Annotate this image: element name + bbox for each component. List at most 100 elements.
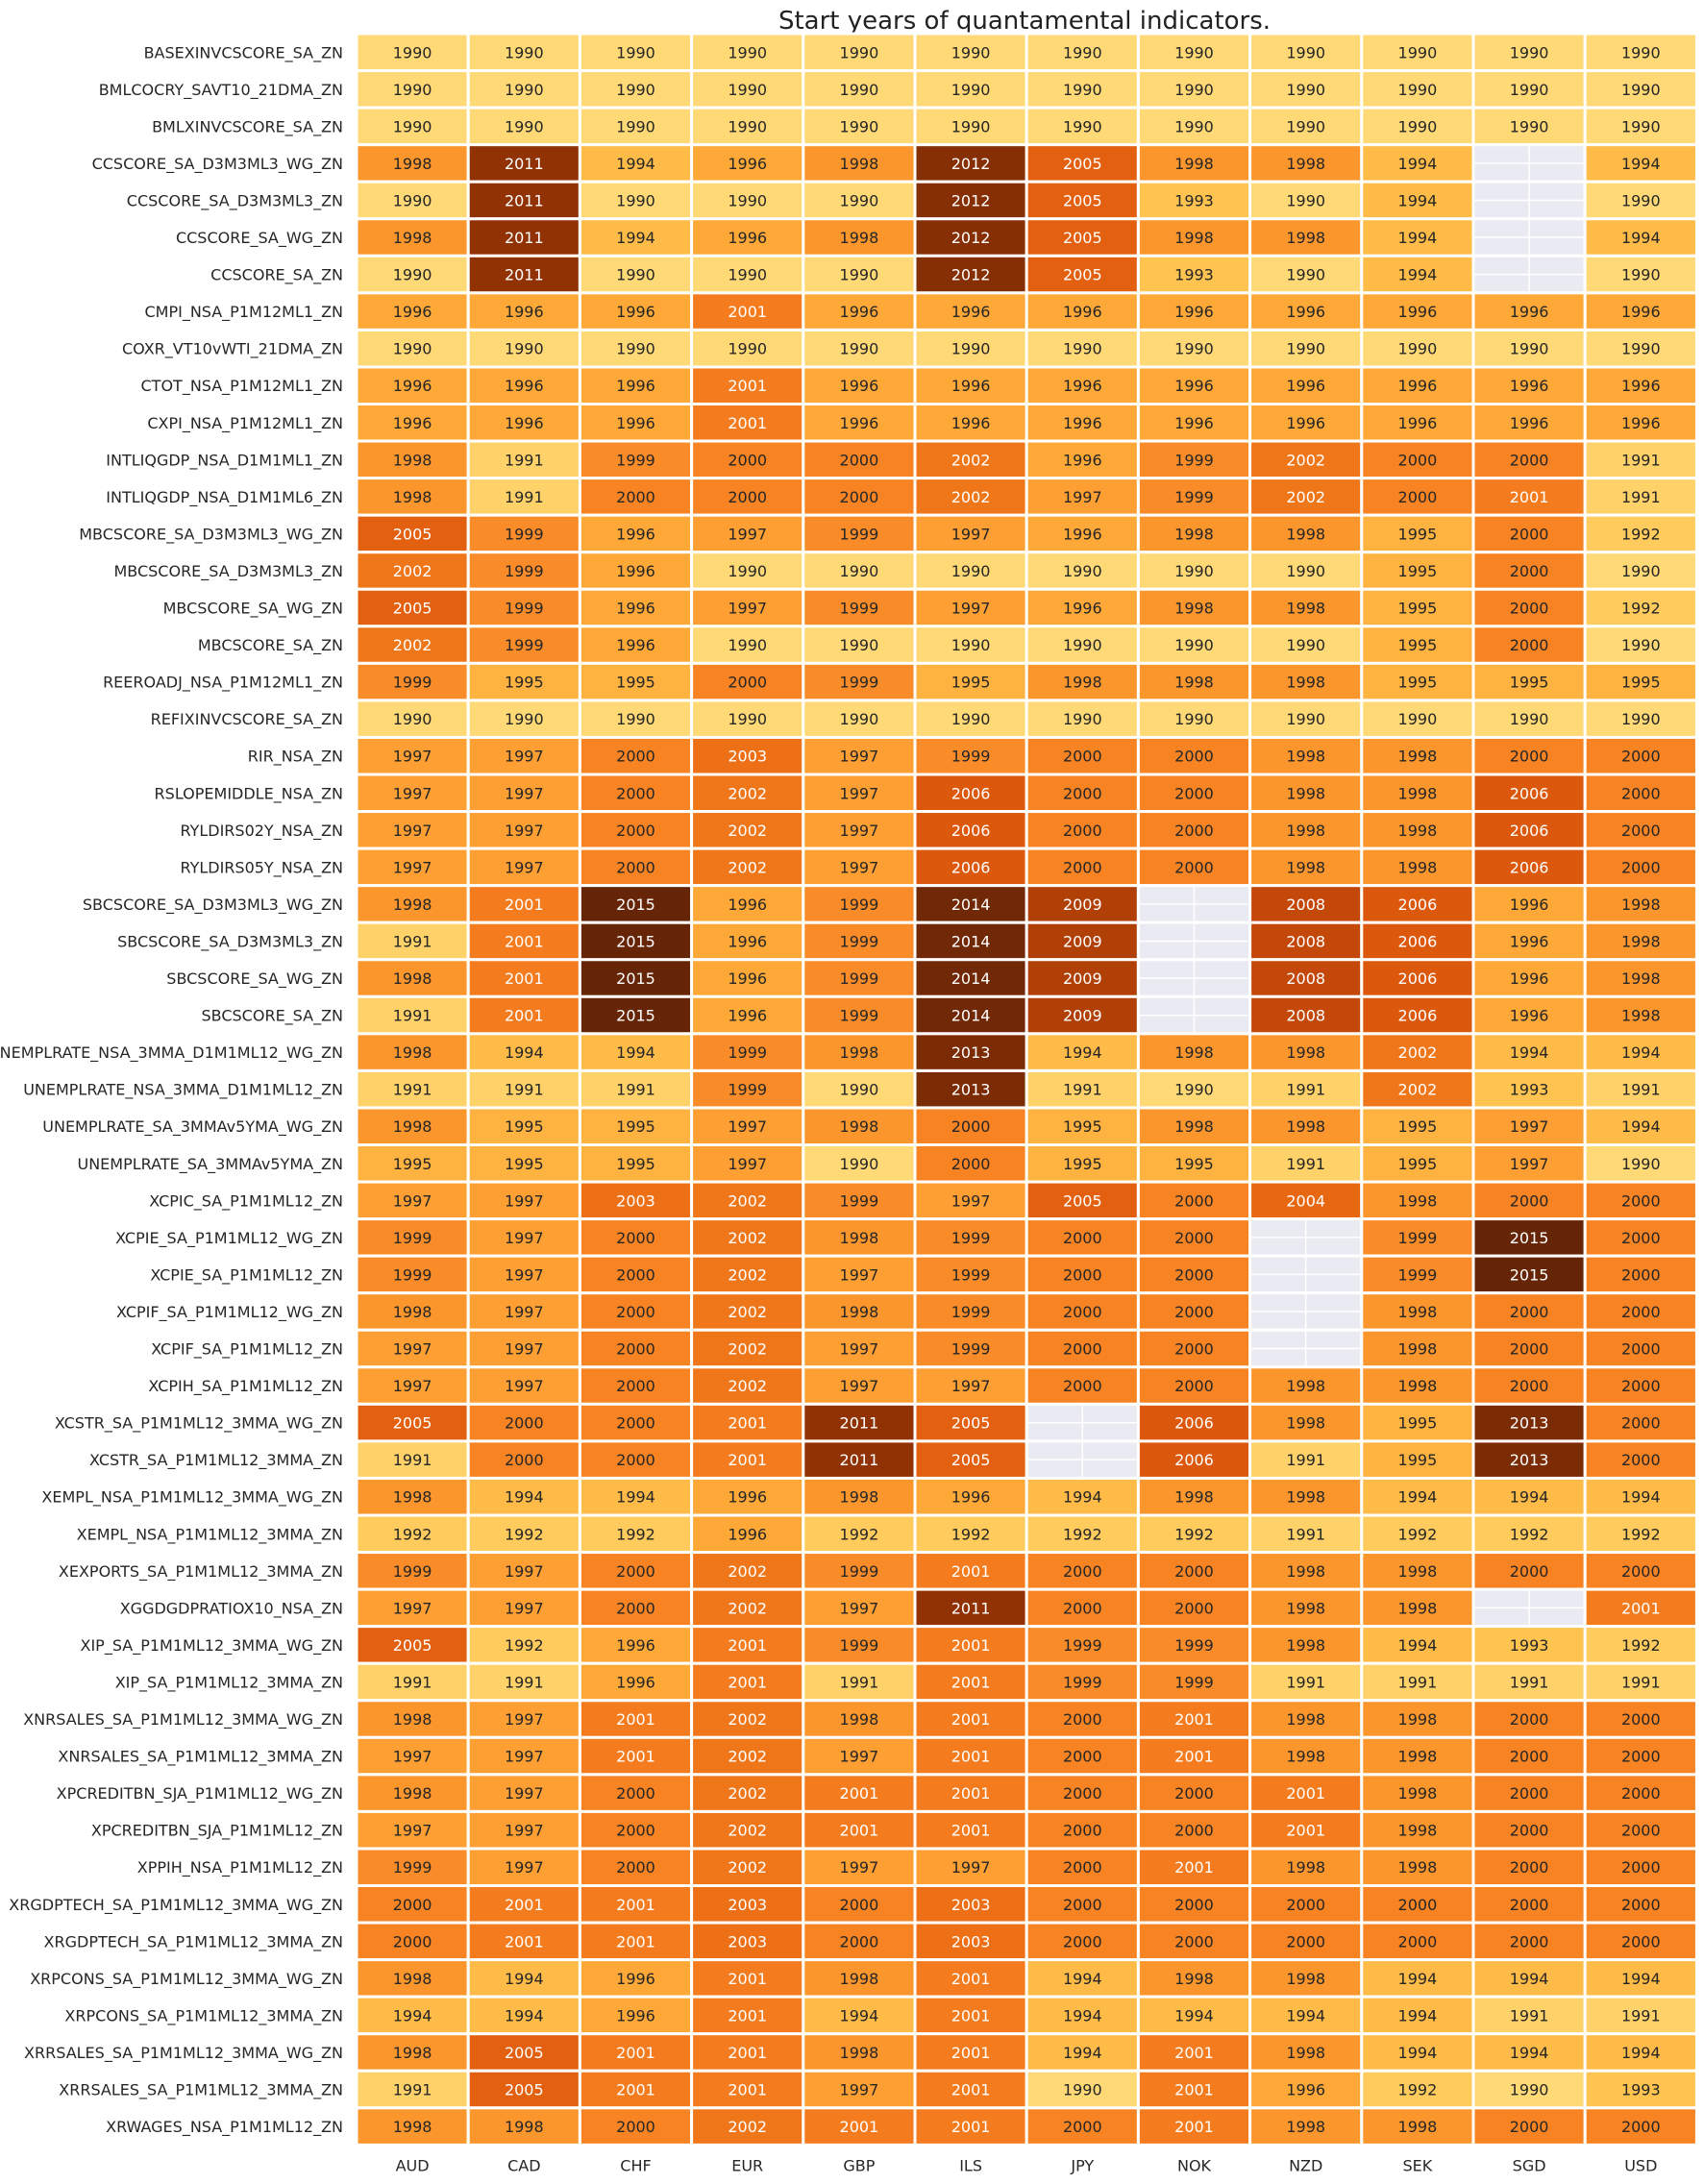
heatmap-cell [913,847,1028,888]
cell-value-label: 2015 [616,969,655,988]
cell-value-label: 1993 [1621,2081,1661,2099]
cell-value-label: 2003 [728,1896,767,1914]
cell-value-label: 2012 [951,229,991,247]
heatmap-cell [913,994,1028,1036]
cell-value-label: 1999 [728,1043,767,1062]
cell-value-label: 1998 [840,1117,879,1136]
chart-title: Start years of quantamental indicators. [778,7,1271,36]
heatmap-cell [1136,1809,1252,1851]
heatmap-cell [1583,403,1698,443]
heatmap-cell [1360,291,1475,331]
cell-value-label: 1998 [840,1970,879,1988]
heatmap-cell [466,1995,581,2036]
cell-value-label: 1999 [393,1265,432,1284]
cell-value-label: 1997 [505,784,544,802]
cell-value-label: 1996 [616,303,655,321]
heatmap-cell [355,1180,470,1221]
heatmap-cell [913,328,1028,369]
cell-value-label: 2000 [1510,1822,1549,1840]
heatmap-cell [802,365,917,406]
cell-value-label: 2000 [1510,1377,1549,1395]
cell-value-label: 1998 [393,1784,432,1803]
cell-value-label: 1994 [1510,1970,1549,1988]
cell-value-label: 1990 [393,710,432,728]
cell-value-label: 2005 [393,1414,432,1433]
cell-value-label: 1998 [1174,1117,1214,1136]
row-label: MBCSCORE_SA_ZN [198,636,343,655]
cell-value-label: 1997 [393,748,432,766]
heatmap-cell [1025,1995,1140,2036]
cell-value-label: 1996 [1063,377,1102,395]
cell-value-label: 1997 [393,1822,432,1840]
row-label: XCPIF_SA_P1M1ML12_ZN [151,1340,343,1360]
cell-value-label: 1991 [393,1451,432,1469]
cell-value-label: 2001 [505,1007,544,1025]
heatmap-cell [1583,180,1698,221]
cell-value-label: 2000 [1510,1191,1549,1210]
cell-value-label: 2000 [1510,1896,1549,1914]
cell-value-label: 1996 [728,969,767,988]
cell-value-label: 2000 [1063,2118,1102,2136]
heatmap-cell [466,735,581,776]
cell-value-label: 2011 [505,266,544,284]
cell-value-label: 1994 [1063,2006,1102,2024]
cell-value-label: 2001 [728,1414,767,1433]
cell-value-label: 2000 [1621,1784,1661,1803]
cell-value-label: 1990 [1621,636,1661,654]
heatmap-cell [802,2106,917,2147]
cell-value-label: 1996 [1286,377,1325,395]
cell-value-label: 1998 [1286,155,1325,173]
cell-value-label: 1998 [1286,2118,1325,2136]
heatmap-cell [355,403,470,443]
cell-value-label: 1990 [1174,562,1214,580]
heatmap-cell [578,920,694,962]
cell-value-label: 2015 [616,1007,655,1025]
cell-value-label: 1992 [505,1636,544,1655]
cell-value-label: 1998 [1286,1636,1325,1655]
heatmap-cell [1136,625,1252,665]
cell-value-label: 1999 [951,748,991,766]
cell-value-label: 1990 [728,636,767,654]
heatmap-cell [578,1809,694,1851]
cell-value-label: 1998 [1398,1303,1438,1321]
cell-value-label: 1997 [840,1377,879,1395]
cell-value-label: 1994 [1063,1970,1102,1988]
heatmap-cell [802,1291,917,1332]
cell-value-label: 2002 [728,1377,767,1395]
heatmap-cell [1248,1625,1364,1665]
cell-value-label: 2001 [1286,1822,1325,1840]
cell-value-label: 2006 [1174,1414,1214,1433]
cell-value-label: 1998 [840,1710,879,1729]
heatmap-cell [1248,1402,1364,1443]
cell-value-label: 1990 [1174,710,1214,728]
heatmap-cell [1583,810,1698,850]
cell-value-label: 1994 [505,2006,544,2024]
cell-value-label: 2002 [728,1340,767,1359]
heatmap-cell [802,1180,917,1221]
cell-value-label: 1996 [505,303,544,321]
row-label: XEMPL_NSA_P1M1ML12_3MMA_WG_ZN [41,1488,343,1508]
heatmap-cell [1471,1661,1587,1703]
cell-value-label: 1998 [1286,1970,1325,1988]
cell-value-label: 1998 [1621,1007,1661,1025]
cell-value-label: 1999 [840,896,879,914]
heatmap-cell [802,106,917,147]
heatmap-cell [1583,1625,1698,1665]
heatmap-cell [1025,1217,1140,1258]
cell-value-label: 2005 [1063,191,1102,209]
cell-value-label: 2000 [616,1784,655,1803]
cell-value-label: 1995 [1063,1117,1102,1136]
cell-value-label: 2006 [1398,969,1438,988]
heatmap-cell [913,2106,1028,2147]
cell-value-label: 1990 [1621,266,1661,284]
cell-value-label: 1994 [1398,191,1438,209]
heatmap-cell [913,735,1028,776]
heatmap-cell [802,1032,917,1072]
cell-value-label: 1990 [505,117,544,135]
heatmap-cell [578,2032,694,2073]
cell-value-label: 2000 [1063,1229,1102,1247]
row-label: XPCREDITBN_SJA_P1M1ML12_ZN [91,1822,343,1841]
cell-value-label: 2000 [1510,2118,1549,2136]
row-label: XRPCONS_SA_P1M1ML12_3MMA_ZN [64,2006,343,2025]
cell-value-label: 1998 [840,1488,879,1507]
